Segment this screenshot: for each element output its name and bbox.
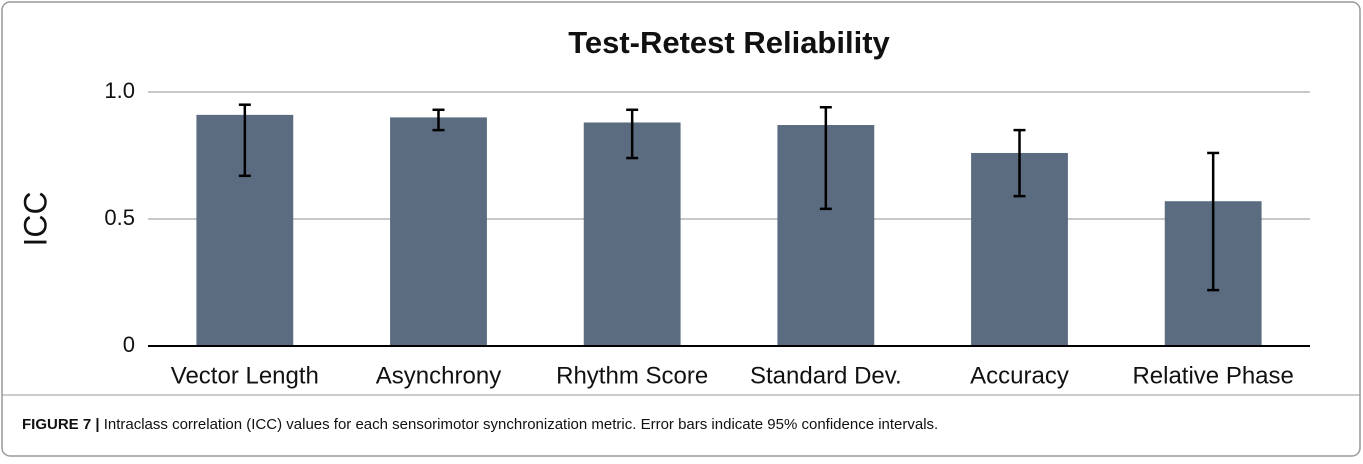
chart-title: Test-Retest Reliability (568, 25, 890, 60)
caption-text: Intraclass correlation (ICC) values for … (100, 416, 939, 433)
x-tick-label: Vector Length (171, 362, 319, 389)
x-tick-label: Accuracy (970, 362, 1069, 389)
caption: FIGURE 7 | Intraclass correlation (ICC) … (22, 416, 938, 433)
y-axis-label: ICC (17, 191, 53, 246)
x-tick-label: Standard Dev. (750, 362, 902, 389)
caption-label: FIGURE 7 | (22, 416, 100, 433)
x-tick-label: Relative Phase (1132, 362, 1293, 389)
y-tick-label: 0.5 (104, 205, 135, 230)
x-tick-label: Asynchrony (376, 362, 501, 389)
y-tick-label: 0 (123, 332, 135, 357)
bar (583, 122, 681, 346)
y-tick-label: 1.0 (104, 78, 135, 103)
x-tick-label: Rhythm Score (556, 362, 708, 389)
bar (390, 117, 487, 347)
